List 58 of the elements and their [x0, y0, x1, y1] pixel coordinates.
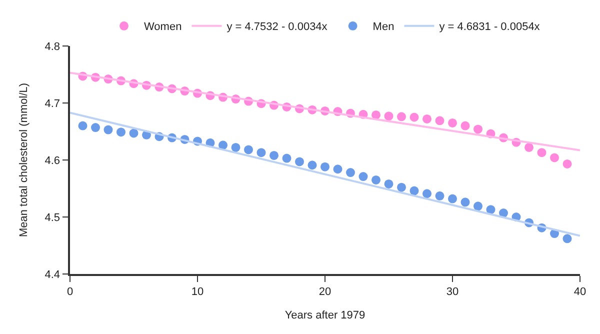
- point: [410, 186, 419, 196]
- point: [397, 112, 406, 122]
- point: [218, 140, 228, 150]
- point: [499, 208, 508, 218]
- point: [282, 154, 292, 163]
- point: [270, 150, 278, 160]
- point: [358, 172, 368, 182]
- point: [372, 110, 380, 120]
- x-tick-label: 10: [191, 286, 204, 298]
- point: [308, 160, 317, 170]
- x-tick-label: 20: [318, 286, 332, 298]
- y-tick-label: 4.5: [44, 212, 60, 224]
- point: [256, 148, 266, 158]
- point: [104, 125, 113, 134]
- x-tick-label: 0: [66, 286, 74, 298]
- legend-label: Women: [144, 21, 182, 34]
- point: [397, 182, 406, 192]
- y-tick-label: 4.7: [44, 98, 60, 110]
- point: [474, 124, 482, 134]
- point: [91, 123, 100, 132]
- point: [116, 128, 126, 137]
- point: [320, 162, 330, 172]
- point: [435, 116, 444, 126]
- point: [524, 142, 534, 152]
- point: [550, 153, 559, 162]
- y-tick-label: 4.8: [44, 40, 60, 53]
- point: [295, 157, 304, 166]
- point: [562, 234, 572, 244]
- y-tick-label: 4.6: [44, 154, 60, 167]
- x-axis-title: Years after 1979: [284, 310, 366, 322]
- point: [448, 194, 457, 204]
- point: [562, 159, 572, 168]
- legend-label: y = 4.7532 - 0.0034x: [226, 21, 328, 34]
- x-tick-label: 40: [574, 286, 586, 298]
- x-tick-label: 30: [446, 286, 459, 298]
- point: [410, 112, 419, 122]
- point: [435, 191, 444, 200]
- point: [460, 198, 470, 207]
- legend-label: Men: [372, 21, 394, 34]
- point: [129, 128, 138, 138]
- legend-label: y = 4.6831 - 0.0054x: [439, 21, 540, 34]
- y-axis-title: Mean total cholesterol (mmol/L): [18, 82, 30, 238]
- point: [460, 121, 470, 130]
- point: [384, 112, 394, 121]
- point: [422, 189, 432, 198]
- point: [372, 175, 380, 184]
- point: [244, 145, 253, 154]
- point: [486, 205, 496, 214]
- point: [78, 121, 88, 130]
- point: [346, 168, 355, 178]
- y-tick-label: 4.4: [44, 268, 60, 281]
- point: [448, 118, 457, 128]
- point: [474, 202, 482, 211]
- point: [231, 142, 240, 152]
- point: [333, 164, 342, 174]
- point: [422, 114, 432, 124]
- point: [537, 148, 546, 158]
- point: [384, 179, 394, 188]
